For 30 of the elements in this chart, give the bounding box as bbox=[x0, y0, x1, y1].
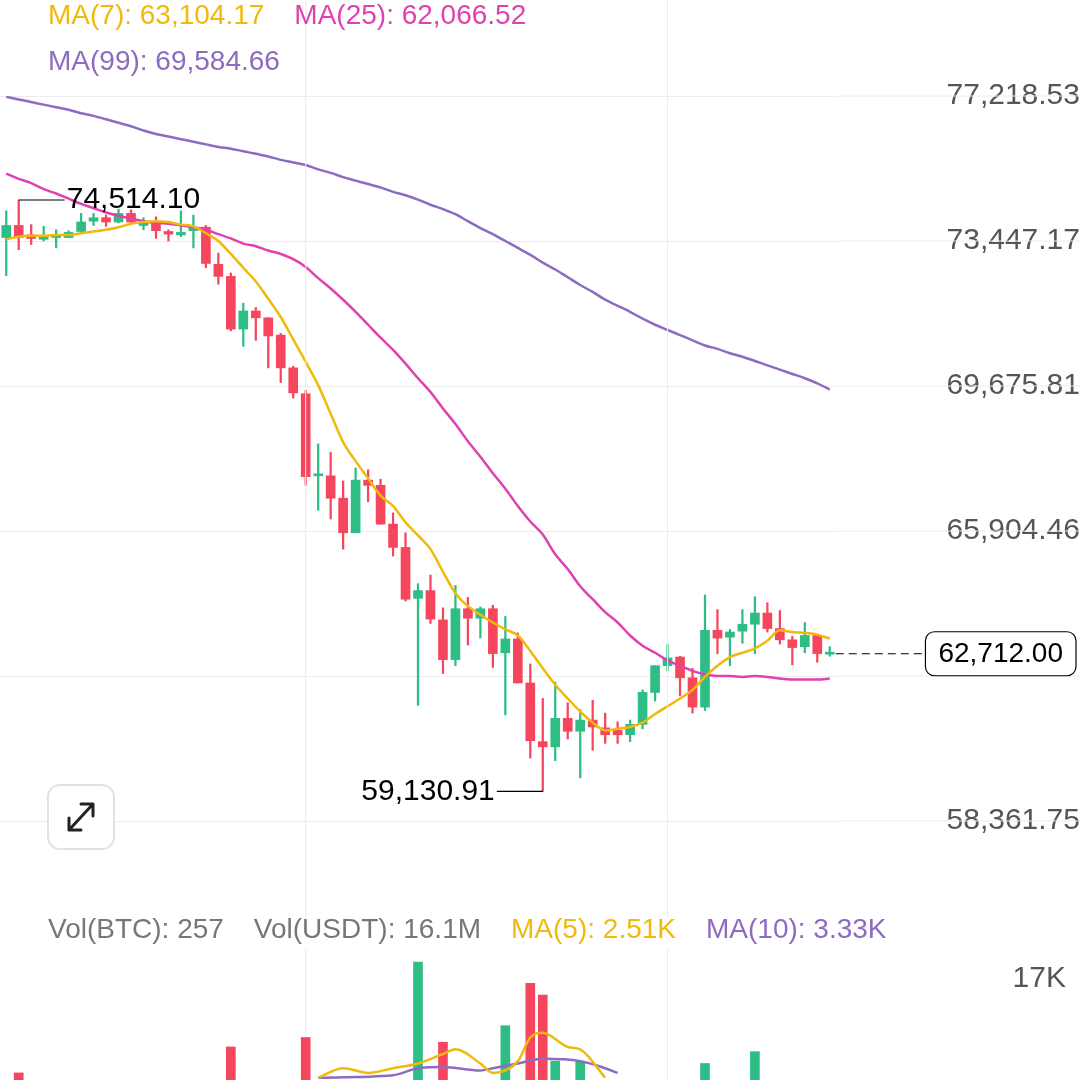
annotation: 74,514.10 bbox=[66, 181, 201, 215]
y-tick-label: 69,675.81 bbox=[946, 367, 1080, 401]
text: 17K bbox=[1012, 960, 1066, 994]
text: MA(5): 2.51K bbox=[511, 912, 676, 946]
bar bbox=[750, 1051, 760, 1080]
text: MA(7): 63,104.17 bbox=[48, 0, 265, 32]
ref-line-label: 62,712.00 bbox=[938, 637, 1064, 669]
bar bbox=[550, 1060, 561, 1080]
y-tick-label: 65,904.46 bbox=[946, 512, 1080, 546]
bar bbox=[13, 1072, 24, 1080]
chart-subtitle: Vol(USDT): 16.1M bbox=[253, 912, 482, 946]
chart-title: Vol(BTC): 257 bbox=[48, 912, 224, 946]
text: MA(10): 3.33K bbox=[705, 912, 887, 946]
bar bbox=[413, 961, 423, 1080]
text: MA(25): 62,066.52 bbox=[294, 0, 527, 32]
series-label: MA(99): 69,584.66 bbox=[48, 44, 280, 78]
y-tick-label: 73,447.17 bbox=[946, 222, 1080, 256]
line-series bbox=[4, 172, 832, 681]
annotation: 59,130.91 bbox=[361, 772, 495, 806]
y-tick-label: 58,361.75 bbox=[946, 802, 1080, 836]
bar bbox=[300, 1037, 311, 1080]
bar bbox=[226, 1046, 236, 1080]
bar bbox=[575, 1060, 586, 1080]
candlestick bbox=[737, 609, 748, 644]
bar bbox=[700, 1063, 710, 1080]
candlestick bbox=[88, 213, 99, 226]
y-tick-label: 77,218.53 bbox=[946, 77, 1080, 111]
bar bbox=[537, 994, 548, 1080]
bar bbox=[525, 982, 536, 1080]
line-series bbox=[4, 96, 832, 391]
